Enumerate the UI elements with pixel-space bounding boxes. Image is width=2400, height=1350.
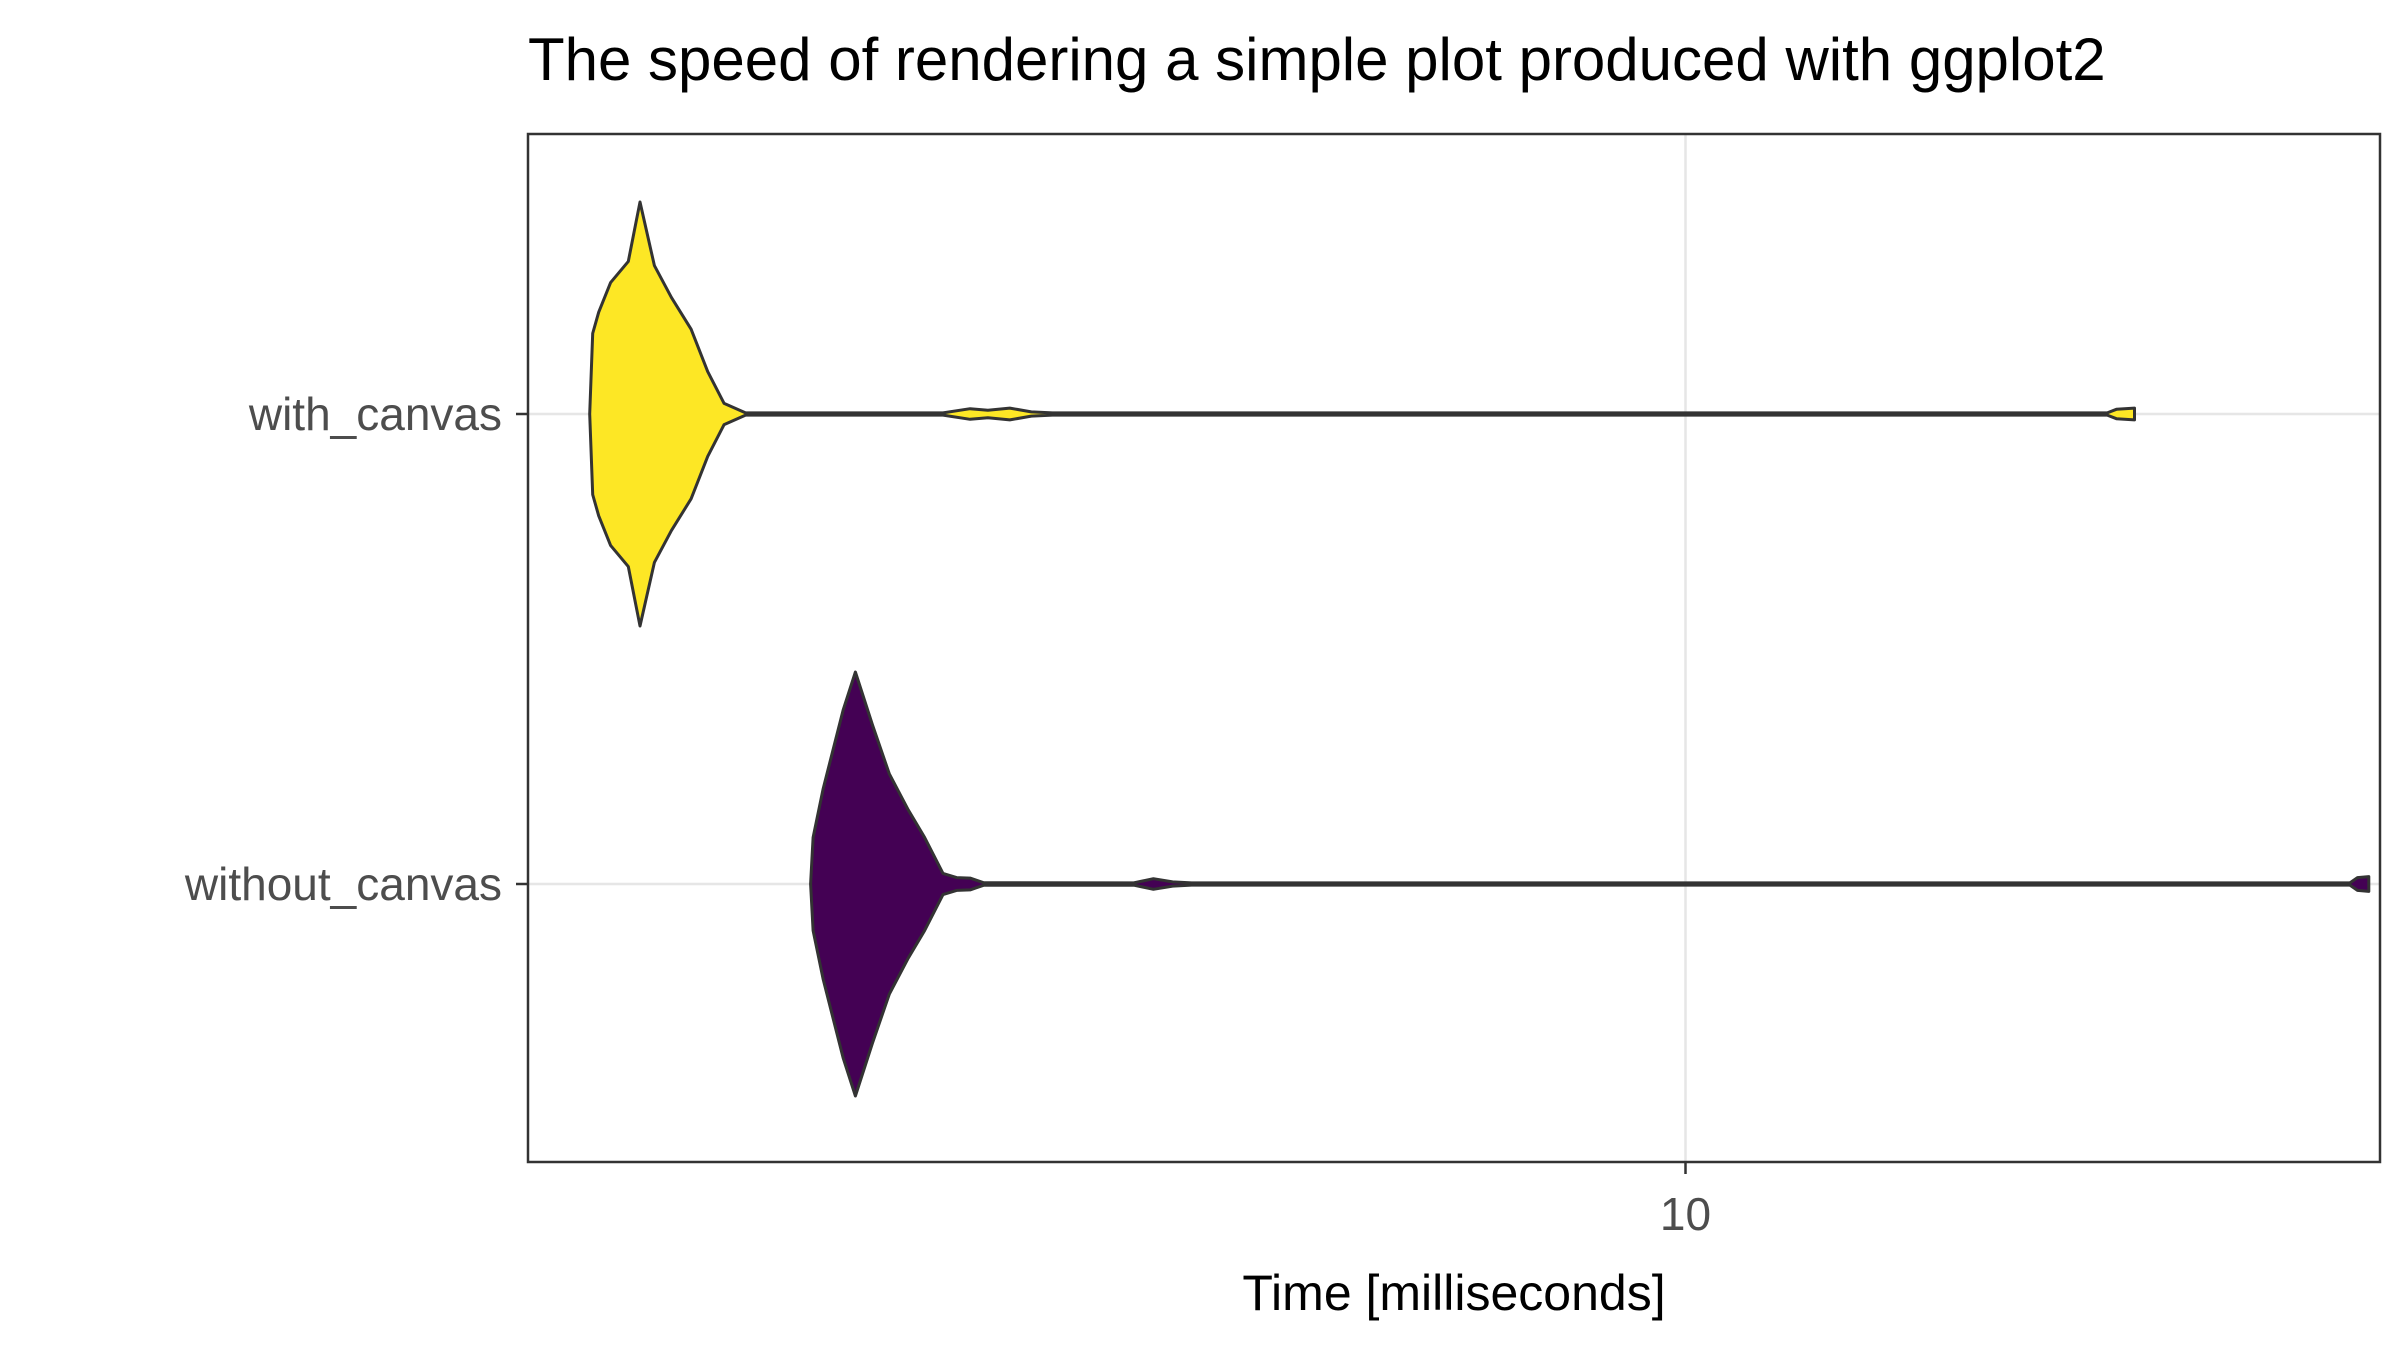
x-tick-label: 10 — [1660, 1188, 1711, 1240]
y-tick-label: with_canvas — [248, 388, 502, 440]
y-tick-without-canvas: without_canvas — [184, 858, 528, 910]
x-axis-title: Time [milliseconds] — [1242, 1265, 1665, 1321]
violin-without-canvas — [809, 670, 2371, 1098]
x-axis: 10 — [1660, 1162, 1711, 1240]
violin-with-canvas — [588, 200, 2136, 628]
violins — [588, 200, 2371, 1098]
y-tick-label: without_canvas — [184, 858, 502, 910]
plot-panel — [528, 134, 2380, 1162]
chart-title: The speed of rendering a simple plot pro… — [528, 26, 2106, 93]
y-axis: with_canvas without_canvas — [184, 388, 528, 910]
panel-border — [526, 132, 2382, 1164]
y-tick-with-canvas: with_canvas — [248, 388, 528, 440]
